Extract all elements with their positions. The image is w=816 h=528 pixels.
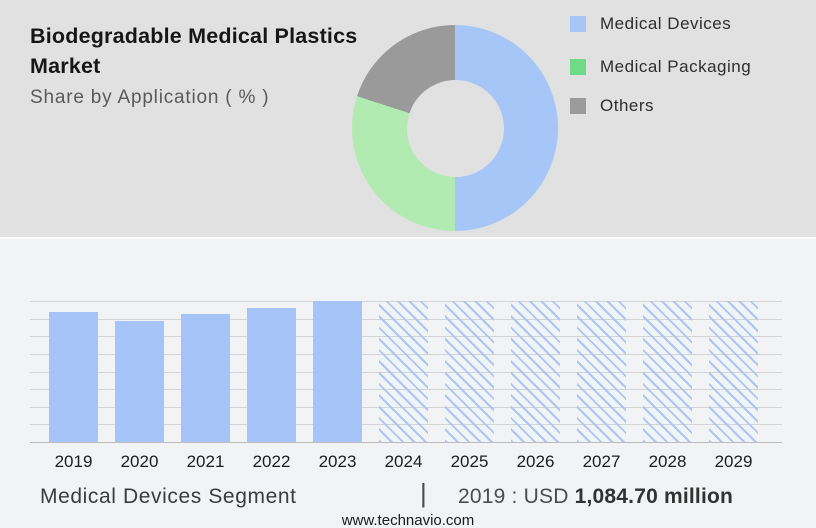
x-label-2019: 2019 bbox=[54, 452, 93, 471]
legend-swatch-medical-devices bbox=[570, 16, 586, 32]
legend-label: Medical Devices bbox=[600, 14, 732, 33]
segment-label: Medical Devices Segment bbox=[40, 485, 297, 508]
x-axis-line bbox=[30, 442, 782, 443]
bar-2022 bbox=[247, 308, 296, 442]
x-label-2023: 2023 bbox=[318, 452, 357, 471]
legend-swatch-medical-packaging bbox=[570, 59, 586, 75]
bar-2026-forecast bbox=[511, 301, 560, 442]
legend-swatch-others bbox=[570, 98, 586, 114]
bar-chart: 2019 2020 2021 2022 2023 2024 2025 2026 2027 2028… bbox=[30, 301, 782, 471]
x-label-2025: 2025 bbox=[450, 452, 489, 471]
footer-separator: | bbox=[420, 478, 427, 508]
x-label-2028: 2028 bbox=[648, 452, 687, 471]
x-label-2020: 2020 bbox=[120, 452, 159, 471]
page-title-line-1: Biodegradable Medical Plastics bbox=[30, 24, 358, 48]
bar-2028-forecast bbox=[643, 301, 692, 442]
title-block: Biodegradable Medical Plastics Market Sh… bbox=[30, 21, 370, 110]
bar-2027-forecast bbox=[577, 301, 626, 442]
footer-value: 2019 : USD 1,084.70 million bbox=[458, 485, 733, 509]
page-title-line-2: Market bbox=[30, 54, 101, 78]
legend-item-medical-packaging: Medical Packaging bbox=[570, 57, 752, 76]
bar-2029-forecast bbox=[709, 301, 758, 442]
x-label-2024: 2024 bbox=[384, 452, 423, 471]
bar-2019 bbox=[49, 312, 98, 442]
bar-2025-forecast bbox=[445, 301, 494, 442]
bar-2023 bbox=[313, 301, 362, 442]
website-url: www.technavio.com bbox=[341, 512, 475, 528]
bar-2021 bbox=[181, 314, 230, 442]
page-subtitle: Share by Application ( % ) bbox=[30, 87, 270, 108]
x-label-2027: 2027 bbox=[582, 452, 621, 471]
x-label-2022: 2022 bbox=[252, 452, 291, 471]
bar-2020 bbox=[115, 321, 164, 442]
donut-chart bbox=[352, 25, 558, 231]
chart-section: 2019 2020 2021 2022 2023 2024 2025 2026 2027 2028… bbox=[0, 237, 816, 528]
bar-2024-forecast bbox=[379, 301, 428, 442]
footer-value-prefix: 2019 : USD bbox=[458, 485, 569, 508]
header-section: Biodegradable Medical Plastics Market Sh… bbox=[0, 0, 816, 237]
legend-item-medical-devices: Medical Devices bbox=[570, 14, 732, 33]
x-label-2021: 2021 bbox=[186, 452, 225, 471]
legend-label: Medical Packaging bbox=[600, 57, 752, 76]
donut-hole bbox=[406, 79, 504, 177]
x-label-2029: 2029 bbox=[714, 452, 753, 471]
legend-label: Others bbox=[600, 96, 655, 115]
footer-value-amount: 1,084.70 million bbox=[574, 485, 734, 508]
legend-item-others: Others bbox=[570, 96, 655, 115]
x-label-2026: 2026 bbox=[516, 452, 555, 471]
